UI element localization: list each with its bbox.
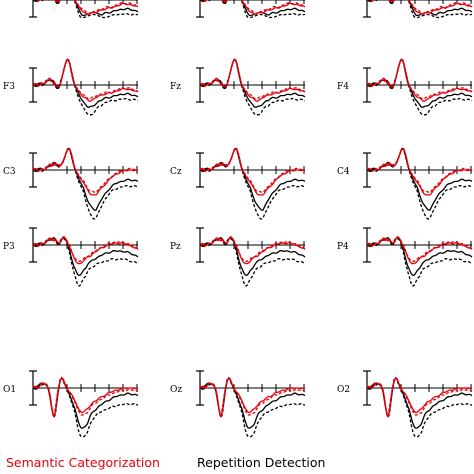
trace-semantic-dashed	[366, 236, 473, 262]
electrode-label: C4	[337, 167, 350, 177]
erp-panel-fz: Fz	[170, 58, 306, 116]
trace-repetition-dashed	[199, 0, 305, 19]
trace-repetition-dashed	[32, 237, 139, 287]
trace-repetition-dashed	[366, 0, 472, 19]
trace-semantic-dashed	[33, 377, 139, 416]
trace-repetition-solid	[199, 237, 306, 277]
erp-panel-p4: P4	[337, 227, 473, 287]
erp-panel-top-2	[363, 0, 473, 19]
trace-semantic-dashed	[32, 236, 139, 262]
trace-semantic-dashed	[199, 58, 306, 100]
electrode-label: Pz	[170, 242, 181, 252]
trace-semantic-solid	[32, 59, 139, 102]
trace-repetition-solid	[199, 0, 306, 17]
trace-semantic-solid	[366, 377, 473, 419]
electrode-label: Fz	[170, 82, 181, 92]
erp-panel-top-1	[196, 0, 306, 19]
trace-semantic-solid	[366, 59, 473, 102]
trace-semantic-dashed	[366, 147, 473, 194]
electrode-label: Cz	[170, 167, 182, 177]
electrode-label: Oz	[170, 385, 182, 395]
trace-semantic-dashed	[367, 377, 473, 416]
trace-semantic-dashed	[199, 236, 306, 262]
trace-semantic-solid	[366, 235, 473, 265]
erp-panel-top-0	[29, 0, 139, 19]
trace-semantic-dashed	[368, 0, 473, 15]
electrode-label: P4	[337, 242, 349, 252]
trace-semantic-solid	[32, 148, 139, 196]
electrode-label: O1	[3, 385, 16, 395]
trace-repetition-solid	[366, 58, 473, 108]
trace-semantic-dashed	[32, 58, 139, 100]
erp-panel-pz: Pz	[170, 227, 306, 287]
erp-panel-f4: F4	[337, 58, 473, 116]
trace-semantic-dashed	[34, 0, 139, 15]
legend-semantic-categorization: Semantic Categorization	[6, 455, 160, 470]
trace-repetition-dashed	[199, 237, 306, 287]
erp-panel-c4: C4	[337, 147, 473, 220]
trace-semantic-dashed	[366, 58, 473, 100]
trace-semantic-solid	[199, 59, 306, 102]
trace-semantic-solid	[200, 0, 306, 16]
erp-panel-o2: O2	[337, 370, 473, 438]
trace-repetition-solid	[366, 377, 473, 429]
electrode-label: F3	[3, 82, 15, 92]
trace-repetition-dashed	[32, 376, 139, 438]
trace-repetition-solid	[32, 58, 139, 108]
trace-semantic-solid	[199, 377, 306, 419]
trace-repetition-dashed	[199, 148, 306, 220]
trace-semantic-dashed	[200, 377, 306, 416]
trace-repetition-dashed	[199, 376, 306, 438]
trace-repetition-solid	[32, 0, 139, 17]
erp-panel-p3: P3	[3, 227, 139, 287]
trace-repetition-dashed	[32, 0, 138, 19]
trace-semantic-solid	[367, 0, 473, 16]
trace-repetition-solid	[32, 377, 139, 429]
trace-repetition-dashed	[32, 148, 139, 220]
trace-repetition-solid	[366, 0, 473, 17]
trace-semantic-solid	[32, 377, 139, 419]
trace-repetition-dashed	[366, 376, 473, 438]
erp-panel-o1: O1	[3, 370, 139, 438]
trace-semantic-dashed	[199, 147, 306, 194]
trace-semantic-solid	[199, 148, 306, 196]
trace-semantic-solid	[32, 235, 139, 265]
trace-repetition-dashed	[366, 237, 473, 287]
trace-semantic-solid	[366, 148, 473, 196]
electrode-label: P3	[3, 242, 15, 252]
erp-panel-f3: F3	[3, 58, 139, 116]
trace-semantic-dashed	[201, 0, 306, 15]
trace-repetition-dashed	[366, 148, 473, 220]
legend-repetition-detection: Repetition Detection	[197, 455, 326, 470]
trace-repetition-solid	[366, 237, 473, 277]
erp-panel-oz: Oz	[170, 370, 306, 438]
trace-repetition-solid	[199, 58, 306, 108]
electrode-label: O2	[337, 385, 350, 395]
erp-panel-c3: C3	[3, 147, 139, 220]
trace-repetition-solid	[32, 237, 139, 277]
trace-semantic-solid	[199, 235, 306, 265]
trace-repetition-solid	[199, 377, 306, 429]
electrode-label: C3	[3, 167, 16, 177]
trace-semantic-solid	[33, 0, 139, 16]
erp-panel-cz: Cz	[170, 147, 306, 220]
electrode-label: F4	[337, 82, 349, 92]
trace-semantic-dashed	[32, 147, 139, 194]
